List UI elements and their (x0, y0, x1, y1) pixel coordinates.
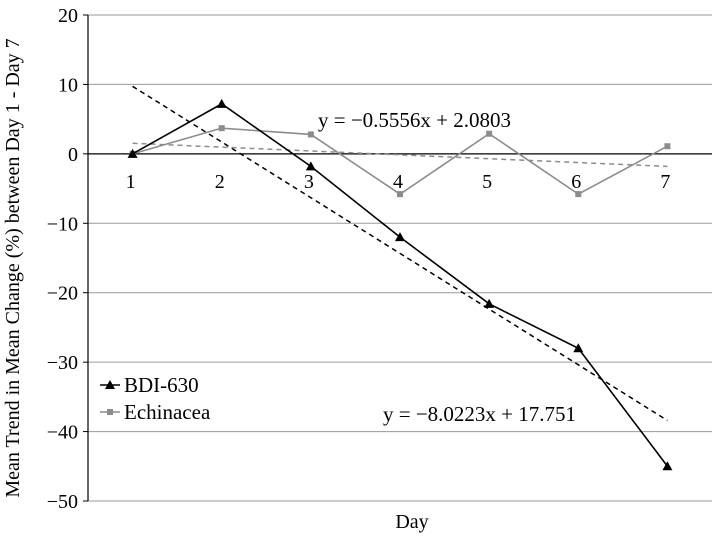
y-tick-label: −10 (47, 213, 78, 235)
y-tick-label: −50 (47, 491, 78, 513)
data-point (307, 131, 314, 138)
legend: BDI-630 Echinacea (100, 373, 211, 424)
x-tick-labels: 1 2 3 4 5 6 7 (126, 171, 671, 193)
data-point (484, 298, 495, 308)
x-tick-label: 4 (393, 171, 403, 193)
y-tick-label: 10 (58, 74, 78, 96)
y-tick-label: −40 (47, 422, 78, 444)
data-point (573, 343, 584, 353)
y-tick-label: 20 (58, 5, 78, 27)
data-point (218, 125, 225, 132)
y-axis-title: Mean Trend in Mean Change (%) between Da… (2, 38, 24, 497)
data-point (127, 148, 138, 158)
legend-label-echinacea: Echinacea (124, 400, 211, 424)
data-point (395, 232, 405, 242)
y-tick-labels: 20 10 0 −10 −20 −30 −40 −50 (47, 5, 88, 513)
trendline-equation-echinacea: y = −0.5556x + 2.0803 (318, 108, 511, 132)
data-point (662, 461, 673, 471)
y-tick-label: −30 (47, 352, 78, 374)
trendline-1 (132, 142, 668, 168)
x-tick-label: 1 (126, 171, 136, 193)
data-point (486, 130, 493, 137)
data-point (664, 143, 671, 150)
data-point (575, 191, 582, 198)
x-tick-label: 2 (215, 171, 225, 193)
x-tick-label: 6 (571, 171, 581, 193)
trendline-equation-bdi-630: y = −8.0223x + 17.751 (383, 402, 576, 426)
data-point (305, 161, 316, 171)
legend-label-bdi-630: BDI-630 (124, 373, 199, 397)
data-point (397, 191, 403, 198)
legend-item-echinacea: Echinacea (100, 400, 211, 424)
x-tick-label: 3 (304, 171, 314, 193)
y-tick-label: 0 (68, 144, 78, 166)
x-tick-label: 7 (660, 171, 670, 193)
data-series (127, 98, 673, 471)
x-axis-title: Day (395, 511, 428, 533)
x-tick-label: 5 (482, 171, 492, 193)
trendlines (132, 85, 668, 422)
series-0 (127, 98, 673, 471)
trendline-0 (132, 85, 668, 422)
y-tick-label: −20 (47, 283, 78, 305)
data-point (216, 98, 227, 108)
gridlines (88, 14, 712, 502)
legend-item-bdi-630: BDI-630 (100, 373, 199, 397)
